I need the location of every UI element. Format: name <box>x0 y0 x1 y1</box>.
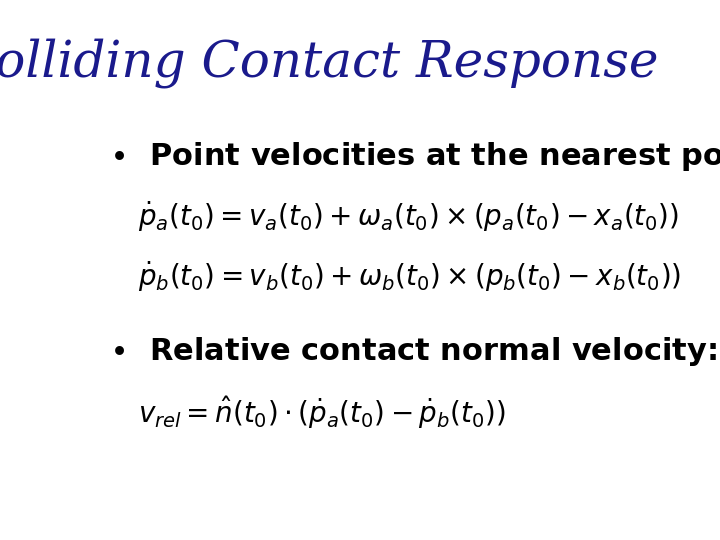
Text: $\dot{p}_b(t_0) = v_b(t_0) + \omega_b(t_0) \times (p_b(t_0) - x_b(t_0))$: $\dot{p}_b(t_0) = v_b(t_0) + \omega_b(t_… <box>138 259 681 294</box>
Text: $\bullet$  Relative contact normal velocity:: $\bullet$ Relative contact normal veloci… <box>109 335 717 368</box>
Text: Colliding Contact Response: Colliding Contact Response <box>0 38 658 88</box>
Text: $\bullet$  Point velocities at the nearest points:: $\bullet$ Point velocities at the neares… <box>109 140 720 173</box>
Text: $v_{rel} = \hat{n}(t_0) \cdot (\dot{p}_a(t_0) - \dot{p}_b(t_0))$: $v_{rel} = \hat{n}(t_0) \cdot (\dot{p}_a… <box>138 394 505 431</box>
Text: $\dot{p}_a(t_0) = v_a(t_0) + \omega_a(t_0) \times (p_a(t_0) - x_a(t_0))$: $\dot{p}_a(t_0) = v_a(t_0) + \omega_a(t_… <box>138 200 679 234</box>
